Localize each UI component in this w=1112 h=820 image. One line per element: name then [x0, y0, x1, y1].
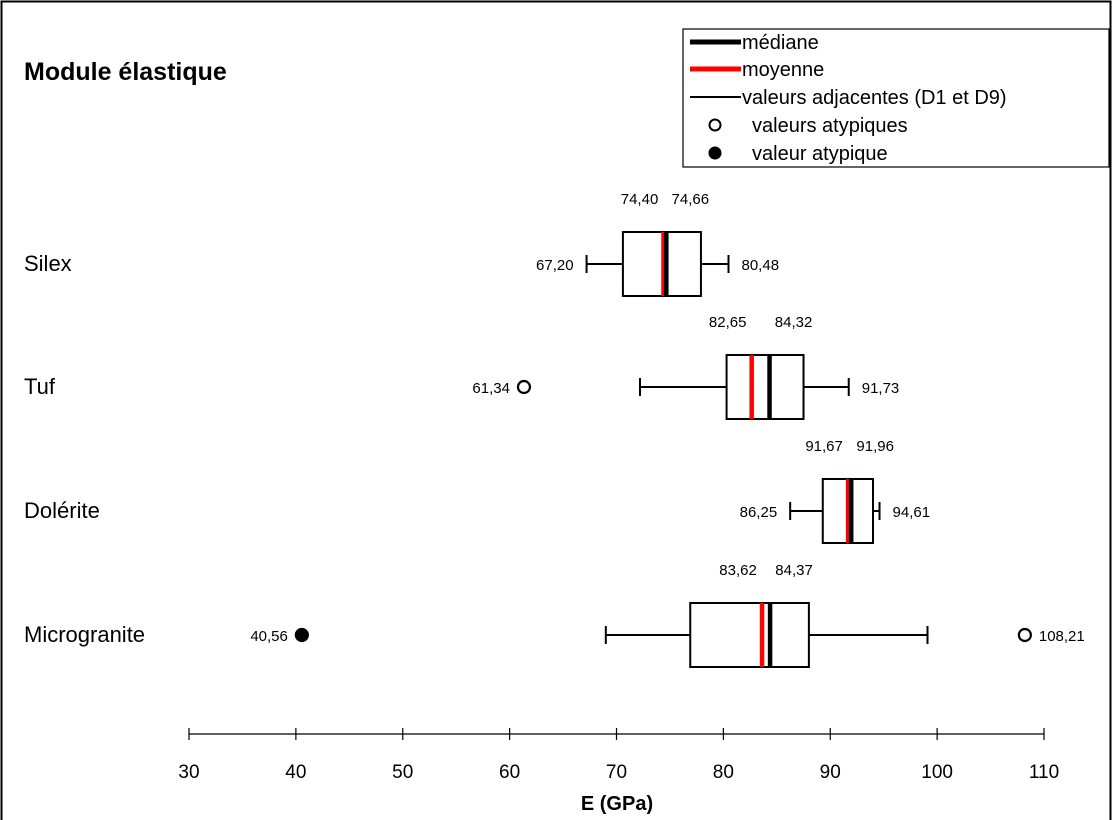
interquartile-box	[725, 354, 805, 420]
outlier-point-open	[1017, 627, 1032, 643]
outlier-value-label: 61,34	[472, 380, 510, 397]
legend: médiane moyenne valeurs adjacentes (D1 et …	[682, 28, 1110, 168]
x-tick-label: 110	[1029, 762, 1059, 783]
legend-item-moyenne: moyenne	[690, 59, 824, 81]
outlier-point-open	[516, 379, 532, 395]
legend-swatch	[708, 118, 722, 132]
legend-item-valeurs-adjacentes-d1-et-d9: valeurs adjacentes (D1 et D9)	[690, 87, 1007, 109]
mean-value-label: 74,40	[621, 191, 659, 208]
category-label: Dolérite	[24, 498, 100, 523]
category-label: Tuf	[24, 374, 56, 399]
category-label: Silex	[24, 251, 72, 276]
box-dolerite: Dolérite 91,67 91,96 86,25 94,61	[24, 438, 931, 544]
box-microgranite: Microgranite 83,62 84,37 40,56 108,21	[24, 562, 1085, 668]
x-tick-label: 60	[499, 762, 520, 783]
box-silex: Silex 74,40 74,66 67,20 80,48	[24, 191, 780, 297]
plot-area: Silex 74,40 74,66 67,20 80,48 Tuf 82,65 84,32 91…	[24, 191, 1085, 668]
median-value-label: 84,37	[775, 562, 813, 579]
legend-label: valeurs adjacentes (D1 et D9)	[742, 87, 1007, 109]
x-tick-label: 80	[713, 762, 734, 783]
whisker-low-value-label: 67,20	[536, 257, 574, 274]
legend-label: moyenne	[742, 59, 824, 81]
whisker-high-value-label: 91,73	[862, 380, 900, 397]
median-value-label: 74,66	[672, 191, 710, 208]
box-tuf: Tuf 82,65 84,32 91,73 61,34	[24, 314, 900, 420]
x-tick-label: 90	[820, 762, 841, 783]
category-label: Microgranite	[24, 622, 145, 647]
outlier-point-filled	[294, 627, 309, 643]
outlier-value-label: 40,56	[250, 628, 288, 645]
chart-title: Module élastique	[24, 58, 227, 86]
whisker-high-value-label: 80,48	[742, 257, 780, 274]
mean-value-label: 82,65	[709, 314, 747, 331]
interquartile-box	[689, 602, 810, 668]
legend-item-valeur-atypique: valeur atypique	[708, 143, 888, 165]
x-tick-label: 70	[606, 762, 627, 783]
mean-value-label: 83,62	[719, 562, 757, 579]
x-axis-label: E (GPa)	[581, 793, 653, 815]
mean-value-label: 91,67	[805, 438, 843, 455]
x-tick-label: 30	[178, 762, 199, 783]
legend-box	[682, 28, 1110, 168]
x-tick-label: 50	[392, 762, 413, 783]
legend-item-valeurs-atypiques: valeurs atypiques	[708, 115, 908, 137]
legend-label: médiane	[742, 32, 819, 54]
legend-label: valeurs atypiques	[752, 115, 908, 137]
x-tick-label: 100	[921, 762, 953, 783]
legend-swatch	[708, 146, 722, 160]
median-value-label: 84,32	[775, 314, 813, 331]
whisker-low-value-label: 86,25	[740, 504, 778, 521]
x-axis: 30 40 50 60 70 80 90 100 110	[178, 728, 1059, 783]
outlier-value-label: 108,21	[1039, 628, 1085, 645]
legend-label: valeur atypique	[752, 143, 888, 165]
median-value-label: 91,96	[856, 438, 894, 455]
whisker-high-value-label: 94,61	[893, 504, 931, 521]
x-tick-label: 40	[285, 762, 306, 783]
legend-item-mediane: médiane	[690, 32, 819, 54]
